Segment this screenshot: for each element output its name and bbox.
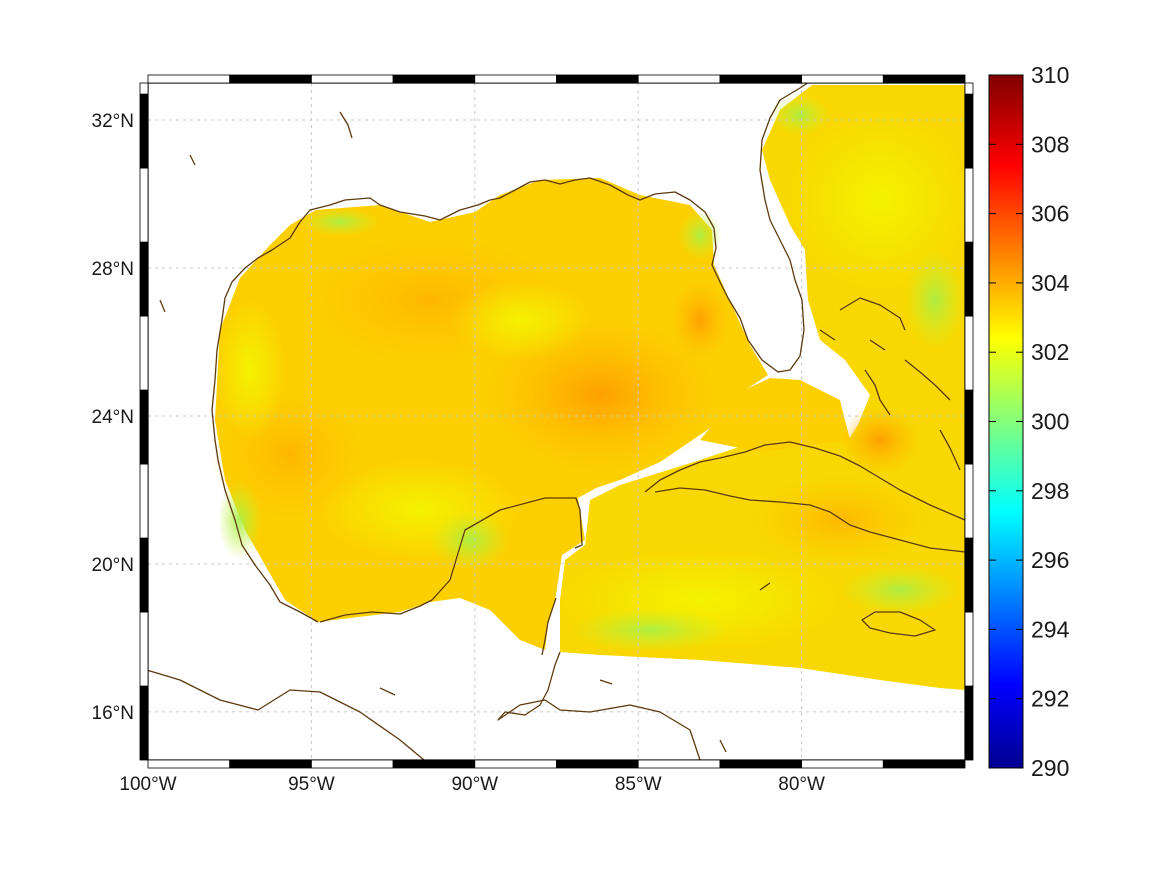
lon-tick-label: 100°W — [119, 774, 176, 795]
frame-segment-right — [964, 315, 974, 391]
colorbar-tick-label: 310 — [1031, 62, 1069, 88]
longitude-tick-labels: 100°W 95°W 90°W 85°W 80°W — [119, 774, 825, 795]
frame-segment-right — [964, 389, 974, 465]
frame-segment-left — [139, 389, 149, 465]
frame-segment-bottom — [147, 759, 231, 769]
frame-segment-top — [392, 74, 476, 84]
frame-segment-right — [964, 463, 974, 539]
frame-segment-top — [556, 74, 639, 84]
colorbar-tick-label: 292 — [1031, 686, 1069, 712]
coastline-jamaica — [861, 611, 936, 637]
colorbar-tick-label: 306 — [1031, 201, 1069, 227]
frame-segment-right — [964, 685, 974, 761]
coastline-bahamas — [819, 297, 961, 471]
frame-segment-left — [139, 611, 149, 687]
frame-segment-right — [964, 93, 974, 169]
colorbar-ticks: 310 308 306 304 302 300 298 296 294 292 290 — [989, 62, 1070, 781]
sst-green-patch — [218, 480, 262, 560]
frame-segment-right — [964, 241, 974, 317]
sst-green-patch — [300, 208, 380, 236]
frame-segment-top — [801, 74, 884, 84]
frame-segment-right — [964, 611, 974, 687]
frame-segment-bottom — [801, 759, 884, 769]
colorbar-tick-label: 290 — [1031, 755, 1069, 781]
frame-segment-left — [139, 93, 149, 169]
lon-tick-label: 95°W — [288, 774, 335, 795]
sst-green-patch — [770, 95, 830, 135]
sst-field — [210, 85, 965, 690]
frame-segment-left — [139, 537, 149, 613]
colorbar-tick-label: 302 — [1031, 339, 1069, 365]
lat-tick-label: 32°N — [92, 111, 134, 132]
frame-segment-top — [474, 74, 557, 84]
frame-segment-top — [229, 74, 312, 84]
sst-warm-patch — [840, 405, 920, 475]
lon-tick-label: 85°W — [615, 774, 662, 795]
frame-segment-bottom — [637, 759, 721, 769]
colorbar-tick-label: 300 — [1031, 409, 1069, 435]
frame-segment-top — [310, 74, 394, 84]
frame-segment-top — [882, 74, 966, 84]
frame-segment-bottom — [556, 759, 639, 769]
sst-green-patch — [430, 510, 510, 570]
coastline — [139, 77, 966, 766]
lon-tick-label: 90°W — [451, 774, 498, 795]
frame-segment-top — [147, 74, 231, 84]
sst-yellow-patch — [215, 300, 285, 440]
frame-segment-top — [719, 74, 803, 84]
frame-segment-left — [139, 82, 149, 95]
frame-segment-bottom — [882, 759, 966, 769]
colorbar-tick-label: 296 — [1031, 547, 1069, 573]
frame-segment-top — [637, 74, 721, 84]
frame-segment-bottom — [229, 759, 312, 769]
frame-segment-right — [964, 82, 974, 95]
sst-green-patch — [840, 565, 960, 615]
map-checkered-border — [139, 74, 974, 769]
sst-green-patch — [905, 250, 965, 350]
coastline-gulf — [139, 77, 816, 766]
lat-tick-label: 20°N — [92, 555, 134, 576]
frame-segment-right — [964, 537, 974, 613]
frame-segment-left — [139, 167, 149, 243]
lat-tick-label: 24°N — [92, 407, 134, 428]
sst-yellow-patch — [790, 110, 965, 290]
frame-segment-bottom — [392, 759, 476, 769]
colorbar-tick-label: 308 — [1031, 131, 1069, 157]
lat-tick-label: 16°N — [92, 703, 134, 724]
frame-segment-left — [139, 463, 149, 539]
frame-segment-left — [139, 315, 149, 391]
sst-yellow-patch — [450, 280, 590, 360]
coastline-islands — [159, 111, 771, 753]
colorbar-tick-label: 294 — [1031, 616, 1070, 642]
lat-tick-label: 28°N — [92, 259, 134, 280]
frame-segment-left — [139, 685, 149, 761]
sst-warm-patch — [670, 280, 730, 360]
latitude-tick-labels: 32°N 28°N 24°N 20°N 16°N — [92, 111, 134, 724]
sst-green-patch — [570, 608, 730, 652]
coastline-cuba — [644, 441, 966, 553]
colorbar-tick-label: 298 — [1031, 478, 1069, 504]
lon-tick-label: 80°W — [778, 774, 825, 795]
frame-segment-right — [964, 167, 974, 243]
sst-warm-patch — [750, 475, 930, 565]
florida-straits-sst — [700, 378, 850, 452]
frame-segment-bottom — [310, 759, 394, 769]
frame-segment-left — [139, 241, 149, 317]
colorbar-tick-label: 304 — [1031, 270, 1070, 296]
frame-segment-bottom — [719, 759, 803, 769]
frame-segment-bottom — [474, 759, 557, 769]
